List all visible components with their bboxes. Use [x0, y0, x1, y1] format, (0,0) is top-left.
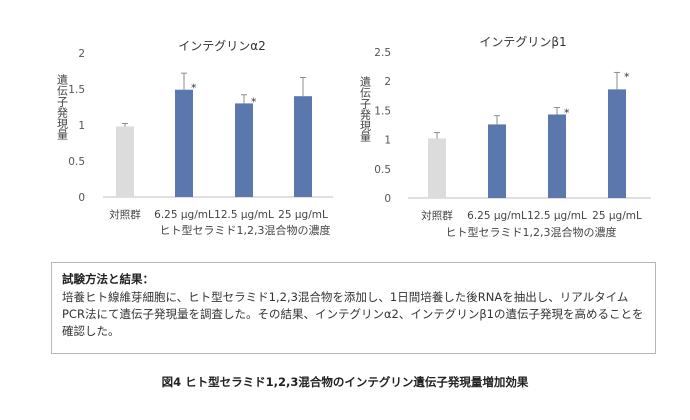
- y-tick-labels: 0 0.5 1 1.5 2 2.5: [374, 47, 391, 205]
- bar-treatment: [608, 89, 626, 198]
- error-bar: [614, 71, 620, 90]
- error-bars: [122, 72, 306, 127]
- y-tick-label: 2.5: [374, 47, 391, 59]
- significance-mark: *: [624, 70, 630, 83]
- x-tick-label: 対照群: [109, 208, 141, 221]
- significance-mark: *: [191, 82, 197, 95]
- x-tick-labels: 対照群 6.25 μg/mL 12.5 μg/mL 25 μg/mL: [109, 208, 328, 221]
- y-tick-label: 2: [78, 48, 85, 60]
- bar-treatment: [235, 103, 253, 197]
- x-tick-label: 対照群: [421, 209, 453, 222]
- y-tick-label: 0: [384, 193, 391, 205]
- y-tick-label: 1: [78, 120, 85, 132]
- x-axis-label: ヒト型セラミド1,2,3混合物の濃度: [446, 225, 617, 239]
- x-axis-label: ヒト型セラミド1,2,3混合物の濃度: [160, 223, 331, 237]
- error-bar: [434, 132, 440, 139]
- figure-caption: 図4 ヒト型セラミド1,2,3混合物のインテグリン遺伝子発現量増加効果: [161, 375, 529, 389]
- y-tick-label: 1.5: [68, 84, 85, 96]
- chart-integrin-alpha2: インテグリンα2 遺伝子発現量 00.511.52 ** 対照群 6.25 μg/…: [56, 39, 333, 237]
- bar-treatment: [294, 96, 312, 197]
- y-tick-label: 1.5: [374, 105, 391, 117]
- x-tick-label: 12.5 μg/mL: [214, 209, 274, 221]
- x-tick-label: 25 μg/mL: [278, 209, 328, 221]
- x-tick-label: 12.5 μg/mL: [527, 210, 587, 222]
- significance-marks: **: [191, 82, 257, 109]
- significance-mark: *: [564, 106, 570, 119]
- x-tick-labels: 対照群 6.25 μg/mL 12.5 μg/mL 25 μg/mL: [421, 209, 642, 222]
- y-axis-label: 遺伝子発現量: [359, 75, 372, 142]
- bars: [116, 89, 312, 197]
- error-bar: [494, 115, 500, 125]
- error-bar: [241, 94, 247, 104]
- chart-title: インテグリンβ1: [479, 35, 566, 49]
- bar-treatment: [175, 89, 193, 197]
- error-bar: [122, 123, 128, 127]
- bar-treatment: [548, 114, 566, 198]
- error-bar: [181, 72, 187, 90]
- y-tick-labels: 0 0.5 1 1.5 2: [68, 48, 85, 204]
- chart-integrin-beta1: インテグリンβ1 遺伝子発現量 00.511.522.5 ** 対照群 6.25 …: [359, 35, 651, 239]
- y-tick-label: 2: [384, 76, 391, 88]
- x-tick-label: 6.25 μg/mL: [467, 210, 527, 222]
- x-tick-label: 25 μg/mL: [592, 210, 642, 222]
- x-tick-label: 6.25 μg/mL: [154, 209, 214, 221]
- method-body: 培養ヒト線維芽細胞に、ヒト型セラミド1,2,3混合物を添加し、1日間培養した後R…: [62, 290, 644, 338]
- chart-title: インテグリンα2: [178, 39, 266, 53]
- error-bar: [300, 76, 306, 97]
- error-bars: [434, 71, 620, 139]
- error-bar: [554, 106, 560, 115]
- significance-mark: *: [251, 95, 257, 108]
- bar-control: [428, 138, 446, 198]
- y-tick-label: 0.5: [68, 156, 85, 168]
- y-tick-label: 0.5: [374, 164, 391, 176]
- y-axis-label: 遺伝子発現量: [56, 73, 69, 140]
- method-box: 試験方法と結果： 培養ヒト線維芽細胞に、ヒト型セラミド1,2,3混合物を添加し、…: [51, 262, 656, 354]
- bars: [428, 89, 626, 198]
- significance-marks: **: [564, 70, 630, 119]
- bar-control: [116, 126, 134, 197]
- y-tick-label: 1: [384, 135, 391, 147]
- bar-treatment: [488, 124, 506, 198]
- y-tick-label: 0: [78, 192, 85, 204]
- method-title: 試験方法と結果：: [62, 272, 154, 286]
